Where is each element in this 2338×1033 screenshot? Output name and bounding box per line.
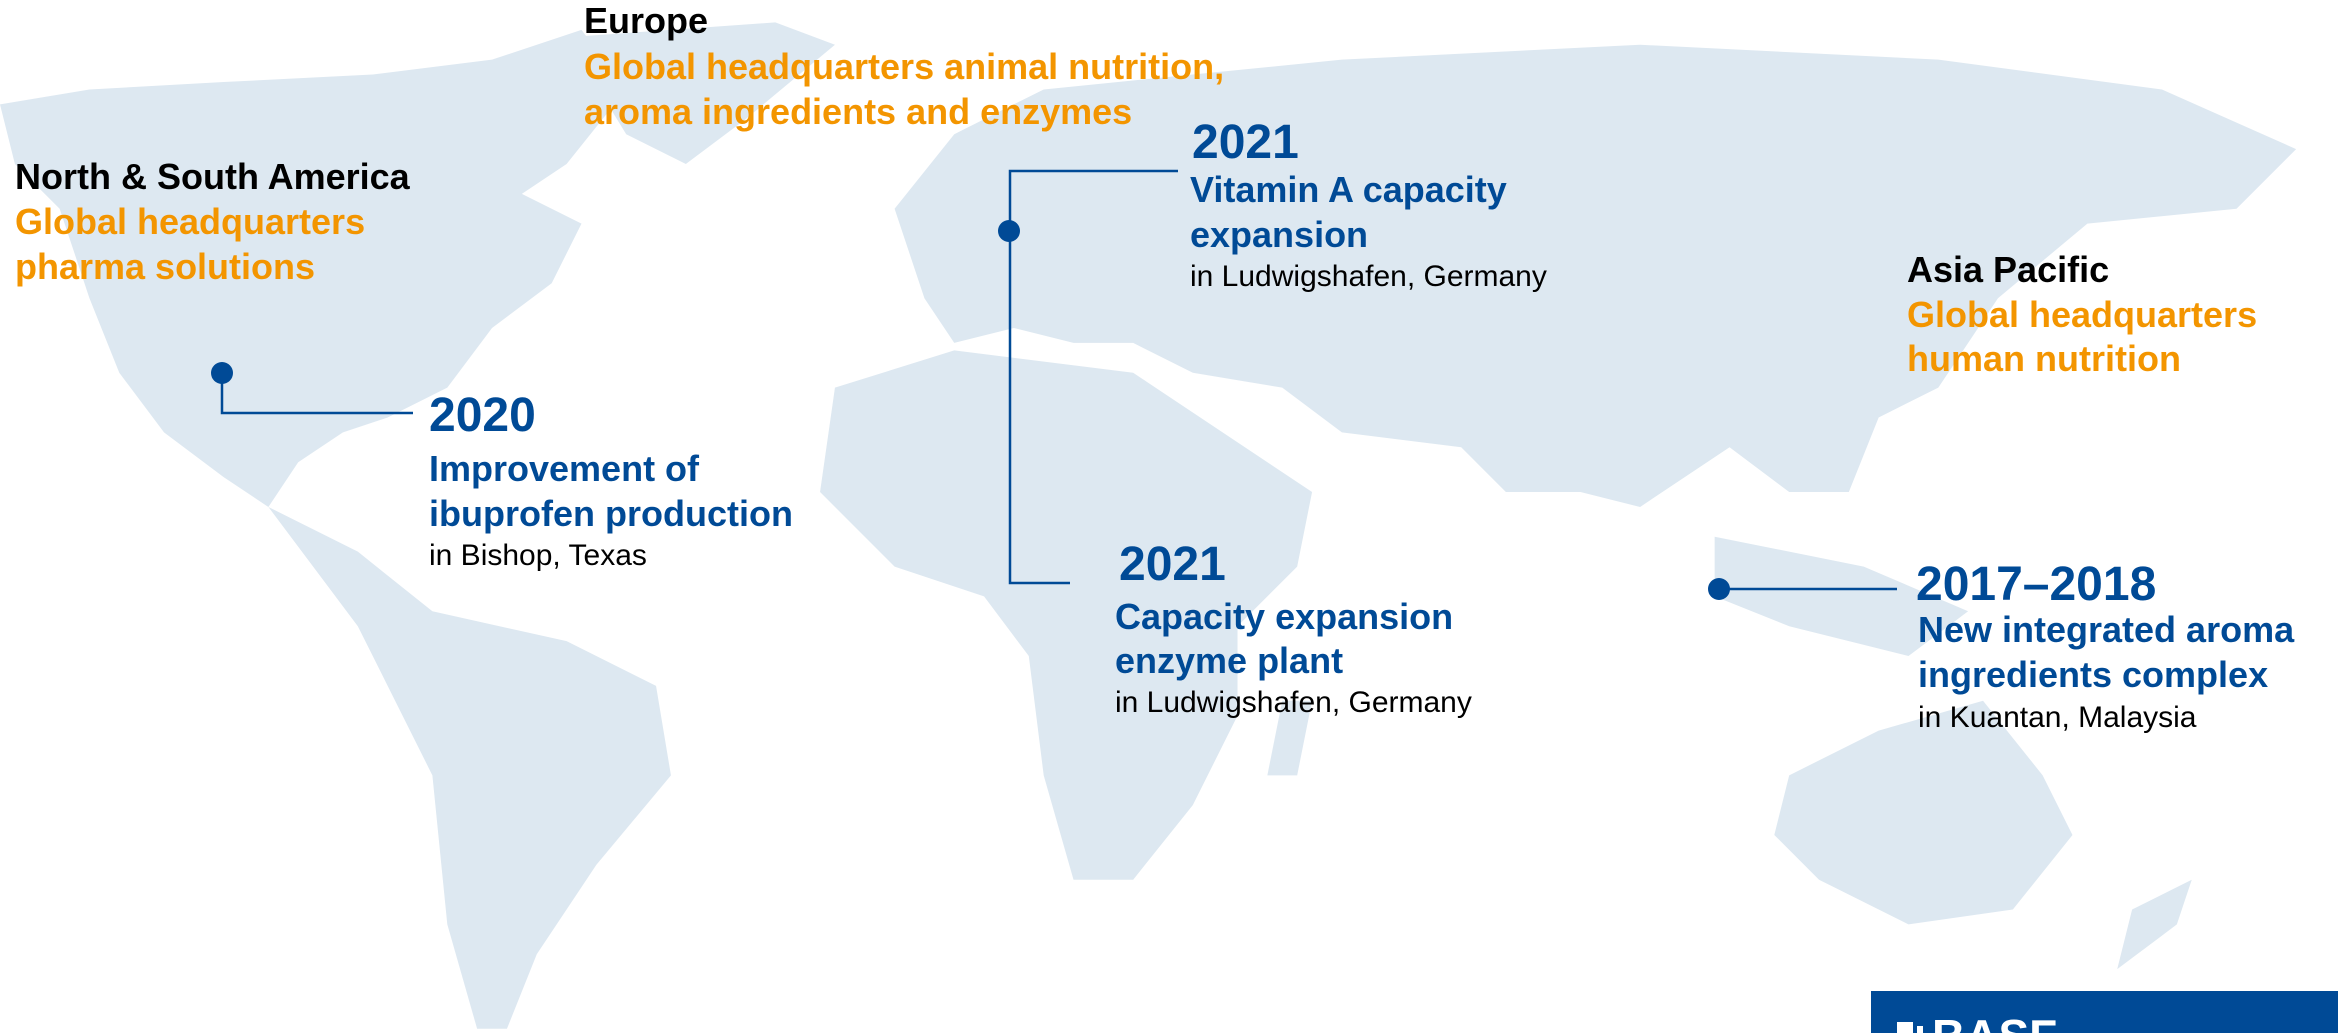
milestone-year: 2021 bbox=[1119, 538, 1226, 591]
australia bbox=[1774, 700, 2073, 925]
milestone-location: in Kuantan, Malaysia bbox=[1918, 701, 2197, 734]
logo-mark bbox=[1917, 1026, 1923, 1033]
region-name: Asia Pacific bbox=[1907, 249, 2109, 290]
milestone-year: 2017–2018 bbox=[1916, 558, 2156, 611]
eurasia bbox=[894, 44, 2297, 507]
logo-box bbox=[1871, 991, 2338, 1033]
world-map bbox=[0, 22, 2297, 1029]
southeast-asia bbox=[1714, 536, 1969, 657]
location-dot bbox=[211, 362, 233, 384]
milestone-year: 2021 bbox=[1192, 116, 1299, 169]
milestone-location: in Bishop, Texas bbox=[429, 539, 647, 572]
south-america bbox=[268, 506, 671, 1029]
greenland bbox=[566, 22, 835, 165]
milestone-title: Capacity expansion bbox=[1115, 596, 1453, 637]
milestone-location: in Ludwigshafen, Germany bbox=[1190, 260, 1547, 293]
north-america bbox=[0, 29, 627, 507]
region-name: Europe bbox=[584, 0, 708, 41]
region-headquarters: human nutrition bbox=[1907, 338, 2181, 379]
region-headquarters: Global headquarters bbox=[1907, 294, 2257, 335]
milestone-title: New integrated aroma bbox=[1918, 609, 2295, 650]
milestone-title: ingredients complex bbox=[1918, 654, 2268, 695]
new-zealand bbox=[2117, 879, 2192, 970]
leader-line bbox=[220, 373, 413, 415]
region-headquarters: Global headquarters bbox=[15, 201, 365, 242]
region-headquarters: Global headquarters animal nutrition, bbox=[584, 46, 1224, 87]
milestone-title: enzyme plant bbox=[1115, 640, 1343, 681]
region-headquarters: pharma solutions bbox=[15, 246, 315, 287]
milestone-title: Improvement of bbox=[429, 448, 700, 489]
madagascar bbox=[1267, 700, 1313, 776]
milestone-title: ibuprofen production bbox=[429, 493, 793, 534]
logo-mark bbox=[1897, 1022, 1913, 1033]
africa bbox=[820, 350, 1313, 880]
milestone-year: 2020 bbox=[429, 389, 536, 442]
region-headquarters: aroma ingredients and enzymes bbox=[584, 91, 1132, 132]
milestone-location: in Ludwigshafen, Germany bbox=[1115, 686, 1472, 719]
milestone-title: expansion bbox=[1190, 214, 1368, 255]
milestone-title: Vitamin A capacity bbox=[1190, 169, 1507, 210]
logo-text: BASF bbox=[1932, 1010, 2057, 1033]
japan bbox=[1863, 268, 1939, 388]
location-dot bbox=[1708, 578, 1730, 600]
region-name: North & South America bbox=[15, 156, 411, 197]
leader-line bbox=[1008, 169, 1178, 585]
location-dot bbox=[998, 220, 1020, 242]
